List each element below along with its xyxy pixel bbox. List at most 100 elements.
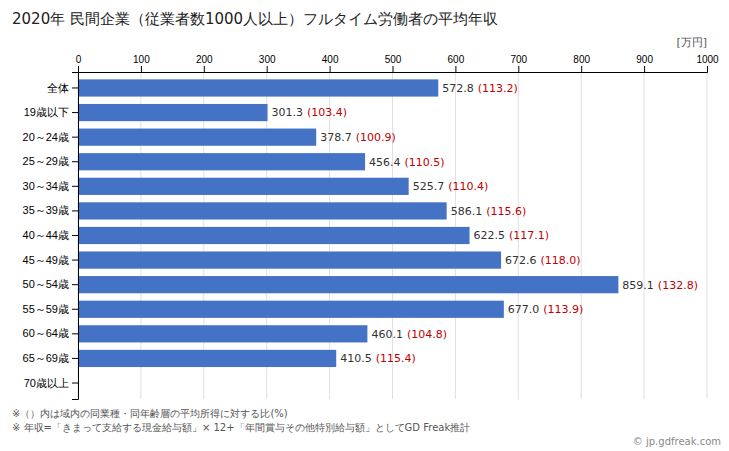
value-label: 410.5 <box>340 352 372 365</box>
footnote: ※ 年収=「きまって支給する現金給与額」× 12+「年間賞与その他特別給与額」と… <box>12 422 470 433</box>
y-tick-mark <box>72 333 78 334</box>
grid-line <box>644 72 645 399</box>
y-tick: 40～44歳 <box>23 229 78 241</box>
value-label: 672.6 <box>505 254 537 267</box>
bar <box>78 227 470 244</box>
y-tick: 45～49歳 <box>23 254 78 266</box>
x-tick-label: 700 <box>510 54 527 65</box>
value-label: 456.4 <box>369 156 401 169</box>
x-tick-label: 100 <box>133 54 150 65</box>
x-tick: 800 <box>573 54 590 72</box>
x-tick: 700 <box>510 54 527 72</box>
x-tick-label: 500 <box>385 54 402 65</box>
x-tick: 600 <box>448 54 465 72</box>
y-tick-label: 19歳以下 <box>24 106 69 118</box>
ratio-label: (104.8) <box>407 328 447 341</box>
y-tick-label: 45～49歳 <box>23 254 69 266</box>
bar <box>78 301 504 318</box>
data-label: 525.7(110.4) <box>413 180 489 193</box>
grid <box>78 72 707 399</box>
ratio-label: (118.0) <box>541 254 581 267</box>
bar <box>78 178 409 195</box>
x-tick-mark <box>707 66 708 72</box>
ratio-label: (115.4) <box>376 352 416 365</box>
y-tick-label: 全体 <box>47 82 69 94</box>
y-tick: 70歳以上 <box>24 377 78 389</box>
y-tick-label: 20～24歳 <box>23 131 69 143</box>
x-tick-mark <box>141 66 142 72</box>
y-tick-label: 65～69歳 <box>23 352 69 364</box>
value-label: 460.1 <box>371 328 403 341</box>
bar <box>78 104 268 121</box>
watermark: © jp.gdfreak.com <box>633 436 721 447</box>
y-tick: 60～64歳 <box>23 327 78 339</box>
x-tick: 100 <box>133 54 150 72</box>
x-tick-label: 400 <box>322 54 339 65</box>
y-tick-mark <box>72 235 78 236</box>
bar <box>78 79 438 96</box>
x-axis-line <box>79 66 708 73</box>
y-tick-label: 55～59歳 <box>23 303 69 315</box>
x-tick: 400 <box>322 54 339 72</box>
ratio-label: (110.4) <box>448 180 488 193</box>
title: 2020年 民間企業（従業者数1000人以上）フルタイム労働者の平均年収 <box>12 10 498 28</box>
value-label: 525.7 <box>413 180 445 193</box>
y-tick-mark <box>72 284 78 285</box>
data-label: 672.6 (118.0) <box>505 254 581 267</box>
data-label: 460.1 (104.8) <box>371 328 447 341</box>
value-label: 586.1 <box>451 205 483 218</box>
x-tick: 300 <box>259 54 276 72</box>
bar <box>78 276 618 293</box>
y-tick-mark <box>72 137 78 138</box>
x-tick-label: 800 <box>573 54 590 65</box>
bars <box>78 79 618 367</box>
value-label: 572.8 <box>442 82 474 95</box>
y-tick-label: 40～44歳 <box>23 229 69 241</box>
x-axis: 01002003004005006007008009001000 <box>76 54 719 73</box>
x-tick: 1000 <box>696 54 719 72</box>
plot: 01002003004005006007008009001000全体19歳以下2… <box>23 54 720 400</box>
x-tick-mark <box>518 66 519 72</box>
y-tick-mark <box>72 112 78 113</box>
x-tick-mark <box>393 66 394 72</box>
y-tick: 35～39歳 <box>23 204 78 216</box>
chart-svg: 2020年 民間企業（従業者数1000人以上）フルタイム労働者の平均年収 0 100… <box>0 0 729 451</box>
value-label: 859.1 <box>622 279 654 292</box>
y-tick: 全体 <box>47 82 78 94</box>
data-label: 301.3(103.4) <box>272 106 348 119</box>
y-tick-mark <box>72 260 78 261</box>
y-tick: 25～29歳 <box>23 155 78 167</box>
y-tick: 55～59歳 <box>23 303 78 315</box>
chart-container: 2020年 民間企業（従業者数1000人以上）フルタイム労働者の平均年収 0 100… <box>0 0 729 451</box>
x-axis-title: [万円] <box>676 36 707 49</box>
bar <box>78 325 367 342</box>
y-tick-label: 50～54歳 <box>23 278 69 290</box>
y-tick: 20～24歳 <box>23 131 78 143</box>
y-tick-label: 60～64歳 <box>23 327 69 339</box>
y-tick-mark <box>72 309 78 310</box>
value-label: 301.3 <box>272 106 304 119</box>
grid-line <box>707 72 708 399</box>
ratio-label: (103.4) <box>307 106 347 119</box>
y-tick-mark <box>72 210 78 211</box>
data-label: 410.5 (115.4) <box>340 352 416 365</box>
x-tick-mark <box>204 66 205 72</box>
bar <box>78 153 365 170</box>
bar <box>78 251 501 268</box>
x-tick-mark <box>581 66 582 72</box>
x-tick-mark <box>644 66 645 72</box>
x-tick-mark <box>455 66 456 72</box>
data-label: 572.8 (113.2) <box>442 82 518 95</box>
ratio-label: (113.9) <box>543 303 583 316</box>
ratio-label: (132.8) <box>658 279 698 292</box>
x-tick-label: 0 <box>76 54 82 65</box>
y-tick-mark <box>72 383 78 384</box>
ratio-label: (113.2) <box>478 82 518 95</box>
y-tick: 30～34歳 <box>23 180 78 192</box>
x-tick-label: 1000 <box>696 54 719 65</box>
bar <box>78 350 336 367</box>
ratio-label: (100.9) <box>356 131 396 144</box>
ratio-label: (110.5) <box>405 156 445 169</box>
x-tick-label: 300 <box>259 54 276 65</box>
x-tick: 900 <box>636 54 653 72</box>
